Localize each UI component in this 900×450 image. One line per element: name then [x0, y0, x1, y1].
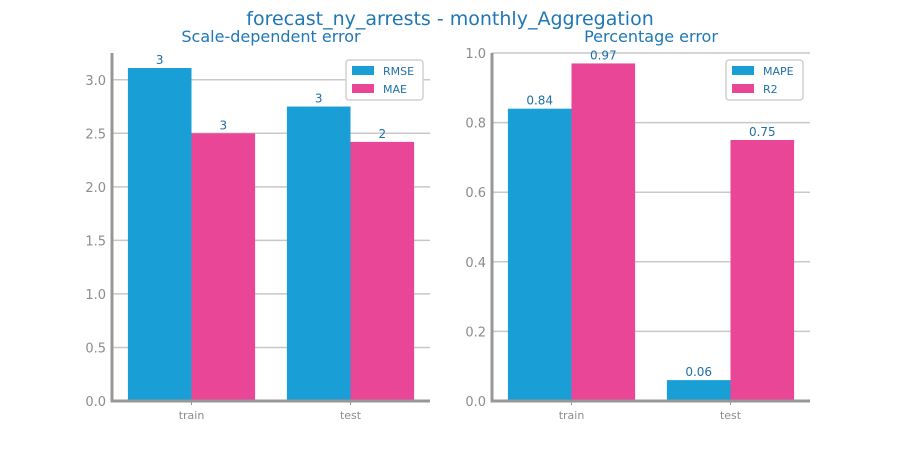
bar-rmse-test	[286, 106, 351, 402]
y-tick-label: 0.8	[465, 117, 486, 132]
x-tick-label: test	[720, 409, 742, 422]
percentage-error-panel: Percentage error 0.0 0.2 0.4 0.6 0.8 1.0 0.84 0.…	[465, 27, 810, 422]
data-label: 3	[219, 118, 227, 132]
x-tick-label: train	[559, 409, 585, 422]
scale-dependent-error-panel: Scale-dependent error 0.0 0.5 1.0 1.5 2.0 2.5 3…	[85, 27, 430, 422]
legend-label: R2	[763, 83, 778, 96]
y-tick-label: 2.0	[85, 181, 106, 196]
data-label: 0.97	[590, 48, 617, 62]
legend-swatch-rmse	[352, 66, 374, 75]
bar-mae-test	[350, 141, 415, 401]
legend: RMSE MAE	[345, 59, 424, 101]
bar-mae-train	[191, 133, 256, 402]
y-tick-label: 1.0	[465, 47, 486, 62]
y-tick-label: 0.0	[85, 395, 106, 410]
legend-swatch-mae	[352, 84, 374, 93]
x-tick-label: train	[179, 409, 205, 422]
legend: MAPE R2	[725, 59, 804, 101]
y-tick-label: 1.0	[85, 288, 106, 303]
panel-title: Percentage error	[584, 27, 718, 46]
legend-swatch-r2	[732, 84, 754, 93]
legend-label: MAPE	[763, 65, 794, 78]
data-label: 3	[315, 92, 323, 106]
legend-swatch-mape	[732, 66, 754, 75]
data-label: 2	[378, 127, 386, 141]
legend-label: MAE	[383, 83, 407, 96]
data-label: 0.84	[526, 94, 553, 108]
bar-r2-train	[571, 63, 636, 401]
data-label: 3	[156, 53, 164, 67]
panel-title: Scale-dependent error	[181, 27, 361, 46]
bar-rmse-train	[127, 67, 192, 401]
y-tick-label: 0.6	[465, 186, 486, 201]
bar-mape-test	[666, 380, 731, 401]
y-tick-label: 3.0	[85, 74, 106, 89]
y-tick-label: 2.5	[85, 127, 106, 142]
y-tick-label: 0.4	[465, 256, 486, 271]
legend-label: RMSE	[383, 65, 414, 78]
data-label: 0.75	[749, 125, 776, 139]
figure-title: forecast_ny_arrests - monthly_Aggregatio…	[246, 8, 654, 30]
bar-mape-train	[507, 108, 572, 402]
y-tick-label: 0.2	[465, 325, 486, 340]
y-tick-label: 0.5	[85, 341, 106, 356]
data-label: 0.06	[685, 365, 712, 379]
y-tick-label: 1.5	[85, 234, 106, 249]
x-tick-label: test	[340, 409, 362, 422]
y-tick-label: 0.0	[465, 395, 486, 410]
bar-r2-test	[730, 140, 795, 401]
